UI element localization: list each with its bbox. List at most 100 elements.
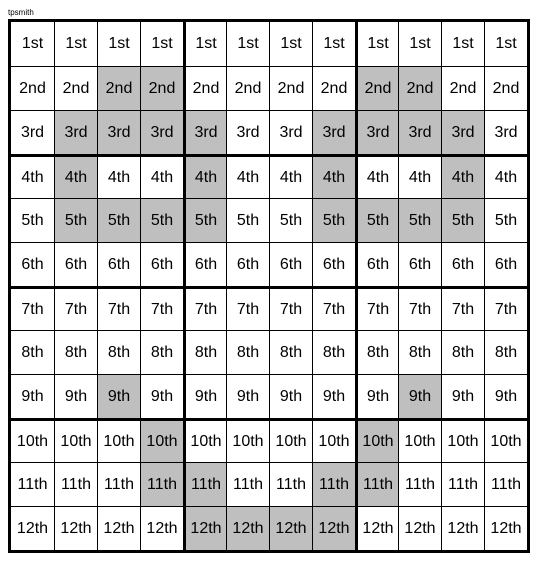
grid-cell: 11th [183,462,226,506]
grid-cell: 7th [441,286,484,330]
grid-cell: 8th [312,330,355,374]
grid-cell: 4th [269,154,312,198]
grid-cell: 9th [484,374,527,418]
grid-cell: 12th [269,506,312,550]
grid-cell: 1st [11,22,54,66]
grid-cell: 1st [226,22,269,66]
grid-cell: 10th [183,418,226,462]
grid-cell: 1st [140,22,183,66]
grid-cell: 5th [226,198,269,242]
grid-cell: 3rd [398,110,441,154]
grid-cell: 10th [140,418,183,462]
grid-cell: 4th [226,154,269,198]
grid-cell: 12th [183,506,226,550]
grid-cell: 7th [398,286,441,330]
grid-cell: 8th [11,330,54,374]
grid-cell: 2nd [183,66,226,110]
grid-cell: 7th [183,286,226,330]
grid-cell: 2nd [441,66,484,110]
grid-cell: 5th [484,198,527,242]
grid-cell: 9th [183,374,226,418]
grid-cell: 5th [441,198,484,242]
grid-cell: 5th [355,198,398,242]
grid-cell: 3rd [183,110,226,154]
grid-cell: 9th [97,374,140,418]
grid-cell: 9th [355,374,398,418]
grid-cell: 5th [11,198,54,242]
grid-cell: 1st [441,22,484,66]
grid-cell: 8th [484,330,527,374]
ordinal-grid: 1st1st1st1st1st1st1st1st1st1st1st1st2nd2… [8,19,530,553]
grid-cell: 10th [355,418,398,462]
grid-cell: 4th [441,154,484,198]
grid-cell: 10th [312,418,355,462]
grid-cell: 6th [484,242,527,286]
grid-cell: 7th [355,286,398,330]
grid-cell: 12th [97,506,140,550]
grid-cell: 3rd [355,110,398,154]
grid-cell: 7th [11,286,54,330]
grid-cell: 7th [312,286,355,330]
grid-cell: 4th [97,154,140,198]
grid-cell: 3rd [54,110,97,154]
grid-cell: 7th [54,286,97,330]
grid-cell: 8th [398,330,441,374]
grid-cell: 2nd [484,66,527,110]
grid-cell: 6th [97,242,140,286]
grid-cell: 6th [54,242,97,286]
grid-cell: 7th [269,286,312,330]
grid-cell: 11th [398,462,441,506]
grid-cell: 4th [355,154,398,198]
grid-cell: 6th [226,242,269,286]
grid-cell: 3rd [484,110,527,154]
grid-cell: 6th [140,242,183,286]
grid-cell: 11th [97,462,140,506]
grid-cell: 11th [355,462,398,506]
grid-cell: 3rd [11,110,54,154]
grid-cell: 8th [355,330,398,374]
grid-cell: 11th [484,462,527,506]
grid-cell: 3rd [441,110,484,154]
grid-cell: 5th [183,198,226,242]
grid-cell: 1st [54,22,97,66]
grid-cell: 9th [11,374,54,418]
grid-cell: 7th [97,286,140,330]
grid-cell: 9th [140,374,183,418]
grid-cell: 12th [441,506,484,550]
grid-cell: 11th [226,462,269,506]
grid-cell: 12th [11,506,54,550]
grid-cell: 2nd [355,66,398,110]
grid-cell: 1st [312,22,355,66]
grid-cell: 2nd [97,66,140,110]
grid-cell: 8th [226,330,269,374]
grid-cell: 12th [312,506,355,550]
grid-cell: 9th [54,374,97,418]
grid-cell: 8th [97,330,140,374]
grid-cell: 3rd [97,110,140,154]
grid-cell: 2nd [269,66,312,110]
grid-cell: 2nd [398,66,441,110]
grid-cell: 2nd [312,66,355,110]
grid-cell: 12th [140,506,183,550]
grid-cell: 3rd [269,110,312,154]
grid-cell: 12th [226,506,269,550]
grid-cell: 10th [97,418,140,462]
grid-cell: 10th [226,418,269,462]
grid-cell: 6th [183,242,226,286]
grid-cell: 4th [312,154,355,198]
grid-cell: 2nd [54,66,97,110]
grid-cell: 5th [398,198,441,242]
grid-cell: 9th [441,374,484,418]
grid-cell: 8th [269,330,312,374]
grid-cell: 9th [312,374,355,418]
grid-cell: 1st [355,22,398,66]
grid-cell: 11th [312,462,355,506]
grid-cell: 11th [140,462,183,506]
grid-cell: 6th [11,242,54,286]
grid-cell: 4th [11,154,54,198]
grid-cell: 5th [54,198,97,242]
grid-cell: 9th [226,374,269,418]
grid-cell: 5th [97,198,140,242]
grid-cell: 6th [355,242,398,286]
grid-cell: 1st [484,22,527,66]
